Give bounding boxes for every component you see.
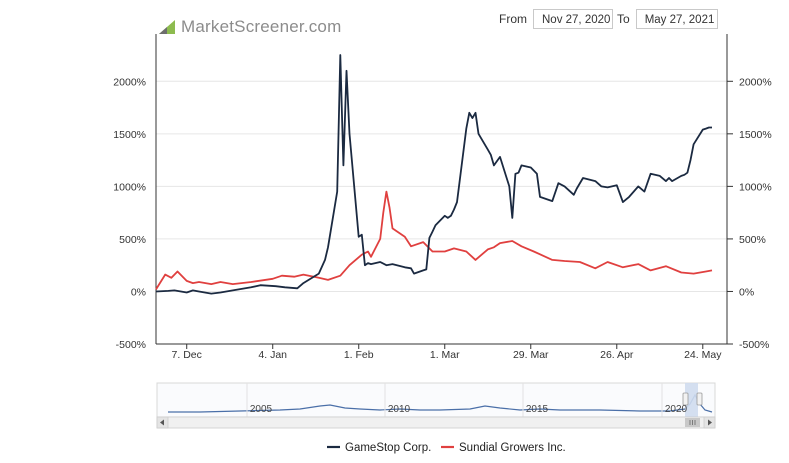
to-label: To — [617, 12, 630, 26]
series-line-sundial — [155, 190, 713, 290]
navigator[interactable]: 2005 2010 2015 2020 — [156, 382, 716, 429]
x-tick-label: 1. Mar — [430, 349, 460, 361]
navigator-year-label: 2015 — [526, 404, 549, 415]
navigator-year-label: 2005 — [250, 404, 273, 415]
legend-label: Sundial Growers Inc. — [459, 442, 566, 454]
navigator-right-handle[interactable] — [696, 392, 703, 406]
series-line-gamestop — [155, 54, 712, 295]
y-tick-label: -500% — [116, 339, 146, 351]
navigator-year-label: 2020 — [665, 404, 688, 415]
y-tick-label: 1000% — [113, 181, 146, 193]
brand-name: MarketScreener.com — [181, 17, 342, 36]
x-tick-label: 29. Mar — [513, 349, 549, 361]
navigator-year-label: 2010 — [388, 404, 411, 415]
x-tick-label: 1. Feb — [344, 349, 374, 361]
date-to: To May 27, 2021 — [617, 8, 718, 30]
x-tick-label: 4. Jan — [258, 349, 287, 361]
x-tick-label: 7. Dec — [172, 349, 202, 361]
arrow-left-icon — [160, 419, 164, 426]
y-axis-right-ticks: -500% 0% 500% 1000% 1500% 2000% — [727, 76, 772, 351]
x-tick-label: 24. May — [684, 349, 722, 361]
y-tick-label-right: 1500% — [739, 129, 772, 141]
y-axis-left-ticks: -500% 0% 500% 1000% 1500% 2000% — [113, 76, 146, 351]
y-tick-label-right: 1000% — [739, 181, 772, 193]
gridlines — [156, 80, 727, 345]
legend-item-sundial[interactable]: Sundial Growers Inc. — [441, 442, 566, 454]
series-lines — [155, 54, 713, 295]
y-tick-label: 2000% — [113, 76, 146, 88]
arrow-right-icon — [708, 419, 712, 426]
x-axis-ticks: 7. Dec 4. Jan 1. Feb 1. Mar 29. Mar 26. Apr 24… — [172, 344, 722, 361]
from-date-input[interactable]: Nov 27, 2020 — [533, 9, 613, 29]
y-tick-label-right: -500% — [739, 339, 769, 351]
legend-label: GameStop Corp. — [345, 442, 431, 454]
legend: GameStop Corp. Sundial Growers Inc. — [327, 442, 566, 454]
y-tick-label: 500% — [119, 234, 146, 246]
date-from: From Nov 27, 2020 — [499, 8, 613, 30]
navigator-scrollbar[interactable] — [156, 416, 716, 429]
x-tick-label: 26. Apr — [600, 349, 634, 361]
legend-item-gamestop[interactable]: GameStop Corp. — [327, 442, 431, 454]
logo-mark-icon — [159, 20, 175, 34]
scrollbar-grip-icon — [689, 420, 696, 425]
y-tick-label: 1500% — [113, 129, 146, 141]
y-tick-label-right: 0% — [739, 286, 754, 298]
navigator-left-handle[interactable] — [682, 392, 689, 406]
to-date-input[interactable]: May 27, 2021 — [635, 9, 718, 29]
y-tick-label-right: 2000% — [739, 76, 772, 88]
marketscreener-logo[interactable]: MarketScreener.com — [157, 15, 341, 39]
navigator-frame — [156, 382, 716, 418]
from-label: From — [499, 12, 527, 26]
navigator-selection[interactable] — [685, 383, 698, 417]
y-tick-label: 0% — [131, 286, 146, 298]
y-tick-label-right: 500% — [739, 234, 766, 246]
